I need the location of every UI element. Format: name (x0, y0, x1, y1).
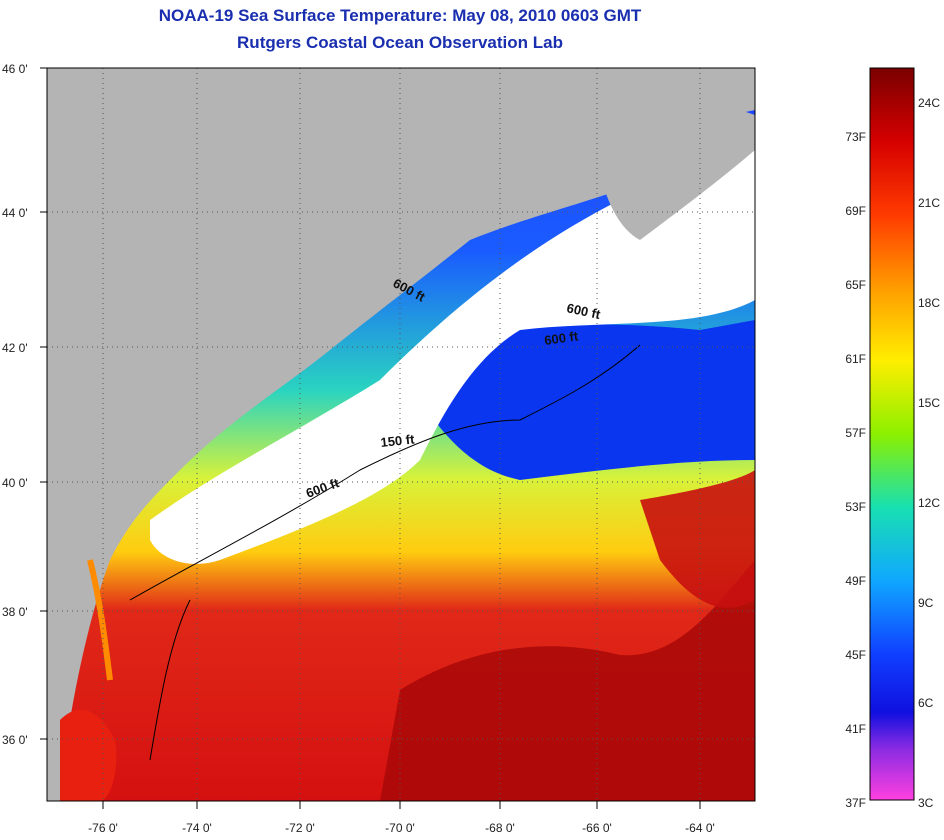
scale-f-61: 61F (845, 352, 866, 366)
lat-lon-grid (47, 68, 755, 801)
contour-label-4: 150 ft (380, 431, 416, 450)
lat-label-38: 38 0' (2, 605, 28, 619)
scale-f-45: 45F (845, 648, 866, 662)
map-area (47, 68, 755, 801)
scale-f-73: 73F (845, 130, 866, 144)
temperature-colorbar (869, 67, 915, 801)
lon-label-72: -72 0' (285, 821, 315, 835)
lat-label-42: 42 0' (2, 341, 28, 355)
contour-shelf (149, 599, 191, 761)
scale-c-21: 21C (918, 196, 940, 210)
lat-label-36: 36 0' (2, 733, 28, 747)
lon-label-68: -68 0' (485, 821, 515, 835)
lat-label-46: 46 0' (2, 62, 28, 76)
cold-shelf-water (420, 320, 755, 480)
contour-600ft (129, 344, 641, 601)
land (47, 68, 755, 801)
scale-c-6: 6C (918, 696, 934, 710)
scale-f-53: 53F (845, 500, 866, 514)
scale-c-12: 12C (918, 496, 940, 510)
scale-c-24: 24C (918, 96, 940, 110)
axis-ticks (40, 67, 701, 809)
warm-eddy (640, 470, 755, 608)
lat-label-44: 44 0' (2, 206, 28, 220)
lon-label-76: -76 0' (88, 821, 118, 835)
scale-c-3: 3C (918, 796, 934, 810)
scale-f-37: 37F (845, 796, 866, 810)
contour-label-2: 600 ft (565, 300, 602, 322)
lon-label-64: -64 0' (685, 821, 715, 835)
contour-label-3: 600 ft (543, 328, 579, 348)
scale-c-18: 18C (918, 296, 940, 310)
map-subtitle: Rutgers Coastal Ocean Observation Lab (237, 33, 563, 52)
scale-f-49: 49F (845, 574, 866, 588)
delaware-bay (87, 559, 113, 681)
map-title: NOAA-19 Sea Surface Temperature: May 08,… (158, 6, 642, 25)
scale-c-15: 15C (918, 396, 940, 410)
lon-label-74: -74 0' (182, 821, 212, 835)
cloud-cover (150, 120, 755, 564)
lon-label-70: -70 0' (385, 821, 415, 835)
scale-f-65: 65F (845, 278, 866, 292)
scale-c-9: 9C (918, 596, 934, 610)
chesapeake-bay (60, 709, 117, 801)
gulf-stream (380, 560, 755, 801)
scale-f-57: 57F (845, 426, 866, 440)
lat-label-40: 40 0' (2, 476, 28, 490)
scale-f-41: 41F (845, 722, 866, 736)
nova-scotia (600, 106, 755, 240)
lon-label-66: -66 0' (582, 821, 612, 835)
map-frame (46, 67, 756, 802)
scale-f-69: 69F (845, 204, 866, 218)
